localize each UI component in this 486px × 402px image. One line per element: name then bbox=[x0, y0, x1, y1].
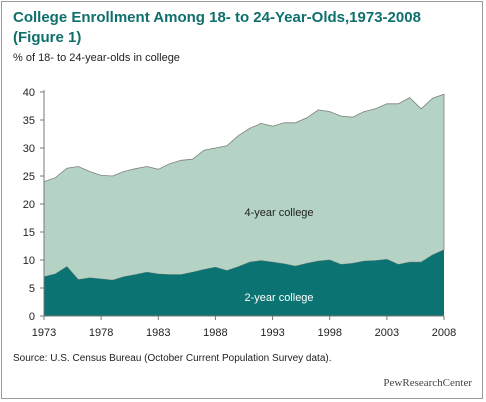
plot-areas bbox=[43, 93, 445, 316]
label-2-year-college: 2-year college bbox=[244, 292, 313, 304]
y-tick-label: 40 bbox=[23, 87, 35, 99]
chart-title: College Enrollment Among 18- to 24-Year-… bbox=[13, 9, 421, 46]
y-tick-label: 35 bbox=[23, 115, 35, 127]
label-4-year-college: 4-year college bbox=[244, 207, 313, 219]
x-tick-label: 1983 bbox=[146, 327, 170, 339]
x-tick-label: 2003 bbox=[375, 327, 399, 339]
y-tick-label: 10 bbox=[23, 255, 35, 267]
source-note: Source: U.S. Census Bureau (October Curr… bbox=[13, 353, 332, 364]
x-tick-label: 1973 bbox=[32, 327, 56, 339]
area-4-year-college bbox=[43, 93, 445, 281]
x-tick-label: 1993 bbox=[260, 327, 284, 339]
axes bbox=[40, 90, 445, 320]
y-axis-label: % of 18- to 24-year-olds in college bbox=[13, 52, 180, 64]
x-tick-label: 1998 bbox=[317, 327, 341, 339]
y-tick-label: 25 bbox=[23, 171, 35, 183]
tick-labels: 0 5 10 15 20 25 30 35 40 1973 1978 1983 1988 1993 1998… bbox=[23, 87, 456, 339]
y-tick-label: 0 bbox=[29, 311, 35, 323]
y-tick-label: 15 bbox=[23, 227, 35, 239]
area-labels: 4-year college 2-year college bbox=[244, 207, 313, 304]
x-tick-label: 1978 bbox=[89, 327, 113, 339]
pew-logo: PewResearchCenter bbox=[383, 377, 472, 389]
y-tick-label: 5 bbox=[29, 283, 35, 295]
y-tick-label: 30 bbox=[23, 143, 35, 155]
y-tick-label: 20 bbox=[23, 199, 35, 211]
x-tick-label: 2008 bbox=[432, 327, 456, 339]
area-2-year-college bbox=[44, 249, 444, 316]
x-tick-label: 1988 bbox=[203, 327, 227, 339]
